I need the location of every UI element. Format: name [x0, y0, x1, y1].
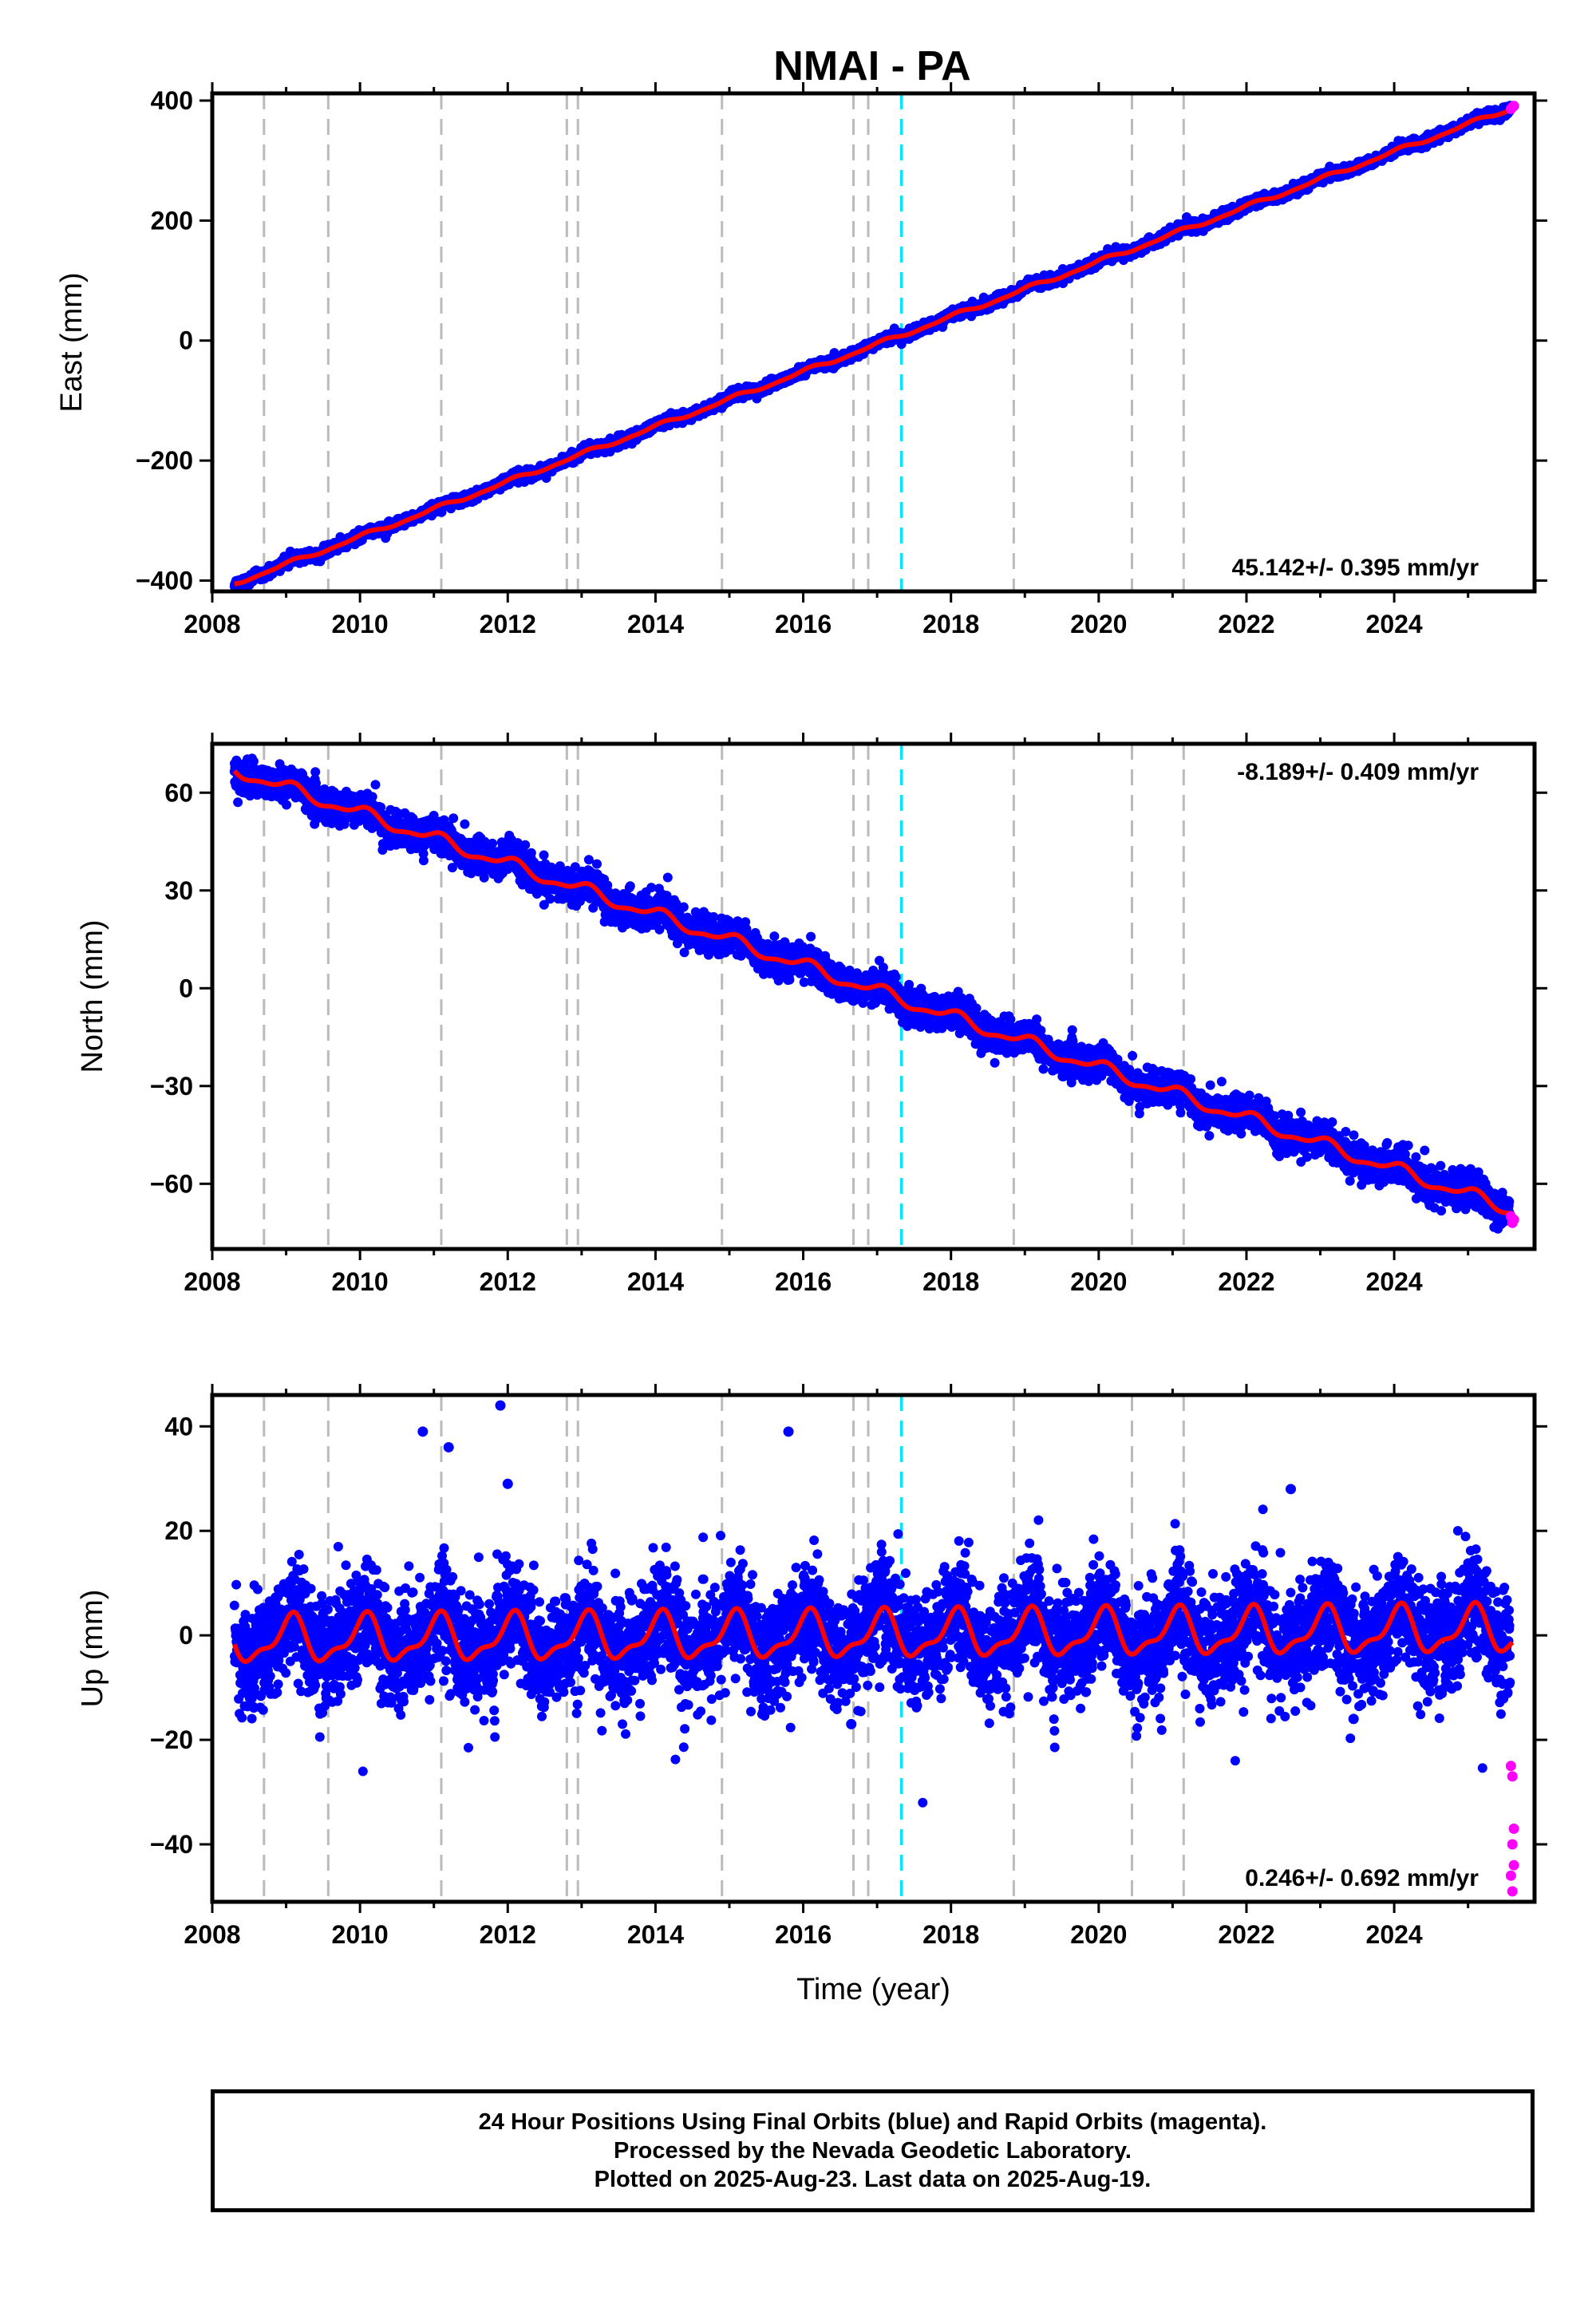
up-ytick-label: 20 [164, 1516, 193, 1545]
east-ytick-label: −200 [136, 446, 193, 475]
up-ytick-label: −20 [150, 1725, 193, 1754]
up-outlier-point [846, 1718, 857, 1729]
up-rapid-point [1507, 1886, 1518, 1897]
up-outlier-point [1286, 1484, 1297, 1495]
east-xtick-label: 2020 [1070, 610, 1127, 638]
north-xtick-label: 2018 [922, 1267, 979, 1296]
east-frame [210, 91, 1537, 594]
east-xtick-label: 2010 [332, 610, 389, 638]
up-xtick-label: 2022 [1218, 1920, 1274, 1949]
up-xlabel: Time (year) [796, 1973, 950, 2006]
up-rapid-point [1505, 1761, 1516, 1772]
footer-box: 24 Hour Positions Using Final Orbits (bl… [211, 2089, 1535, 2212]
up-ytick-label: 40 [164, 1412, 193, 1441]
north-ytick-label: 60 [164, 778, 193, 807]
east-model-line [233, 106, 1514, 587]
east-panel: 2008 2010 2012 2014 2016 2018 2020 2022 2024 400 2… [55, 82, 1547, 638]
east-xtick-label: 2014 [627, 610, 684, 638]
north-xtick-label: 2008 [184, 1267, 240, 1296]
north-xtick-label: 2022 [1218, 1267, 1274, 1296]
footer-line-1: 24 Hour Positions Using Final Orbits (bl… [478, 2109, 1267, 2135]
up-final-points [229, 1504, 1515, 1808]
north-xtick-label: 2012 [480, 1267, 536, 1296]
up-outlier-point [443, 1441, 454, 1452]
up-outlier-point [1348, 1713, 1359, 1725]
north-xtick-label: 2024 [1366, 1267, 1423, 1296]
up-xtick-label: 2018 [922, 1920, 979, 1949]
east-rate-label: 45.142+/- 0.395 mm/yr [1232, 555, 1479, 581]
north-rapid-point [1508, 1214, 1519, 1225]
east-ytick-label: 0 [179, 326, 193, 355]
up-frame [210, 1393, 1537, 1904]
up-xtick-label: 2012 [480, 1920, 536, 1949]
east-ytick-label: 400 [151, 86, 193, 115]
up-panel: 2008 2010 2012 2014 2016 2018 2020 2022 2024 40 20… [76, 1384, 1547, 2006]
up-xtick-label: 2016 [775, 1920, 832, 1949]
north-xtick-label: 2010 [332, 1267, 389, 1296]
up-rate-label: 0.246+/- 0.692 mm/yr [1245, 1865, 1479, 1891]
up-rapid-point [1505, 1870, 1516, 1881]
north-xtick-label: 2020 [1070, 1267, 1127, 1296]
north-ytick-label: 0 [179, 974, 193, 1002]
up-rapid-point [1508, 1860, 1519, 1871]
up-xtick-label: 2020 [1070, 1920, 1127, 1949]
north-ylabel: North (mm) [76, 919, 109, 1073]
east-xtick-label: 2022 [1218, 610, 1274, 638]
east-ylabel: East (mm) [55, 272, 89, 412]
up-rapid-point [1507, 1771, 1518, 1782]
up-ylabel: Up (mm) [76, 1590, 109, 1708]
up-outlier-point [495, 1400, 506, 1411]
east-xtick-label: 2016 [775, 610, 832, 638]
chart-title: NMAI - PA [773, 43, 970, 89]
up-model-line [231, 1599, 1515, 1664]
up-rapid-point [1508, 1823, 1519, 1834]
east-xtick-label: 2008 [184, 610, 240, 638]
up-rapid-point [1507, 1839, 1518, 1850]
north-xtick-label: 2016 [775, 1267, 832, 1296]
up-outlier-point [783, 1426, 794, 1437]
east-xtick-label: 2024 [1366, 610, 1423, 638]
north-final-points [229, 753, 1515, 1234]
up-outlier-point [417, 1426, 429, 1437]
up-ytick-label: −40 [150, 1830, 193, 1859]
east-ytick-label: −400 [136, 566, 193, 595]
up-ytick-label: 0 [179, 1621, 193, 1650]
east-ytick-label: 200 [151, 206, 193, 235]
up-xtick-label: 2024 [1366, 1920, 1423, 1949]
north-xtick-label: 2014 [627, 1267, 684, 1296]
east-xtick-label: 2018 [922, 610, 979, 638]
east-xtick-label: 2012 [480, 610, 536, 638]
north-ytick-label: −60 [150, 1169, 193, 1198]
up-outlier-point [502, 1478, 513, 1489]
north-frame [210, 741, 1537, 1251]
north-ytick-label: 30 [164, 876, 193, 905]
up-xtick-label: 2010 [332, 1920, 389, 1949]
east-rapid-point [1508, 101, 1519, 112]
up-xtick-label: 2014 [627, 1920, 684, 1949]
north-ytick-label: −30 [150, 1072, 193, 1101]
north-panel: 2008 2010 2012 2014 2016 2018 2020 2022 2024 60 30… [76, 733, 1547, 1296]
north-model-line [232, 769, 1514, 1216]
north-rate-label: -8.189+/- 0.409 mm/yr [1237, 759, 1479, 785]
footer-line-3: Plotted on 2025-Aug-23. Last data on 202… [594, 2167, 1152, 2192]
footer-line-2: Processed by the Nevada Geodetic Laborat… [614, 2138, 1132, 2164]
up-xtick-label: 2008 [184, 1920, 240, 1949]
